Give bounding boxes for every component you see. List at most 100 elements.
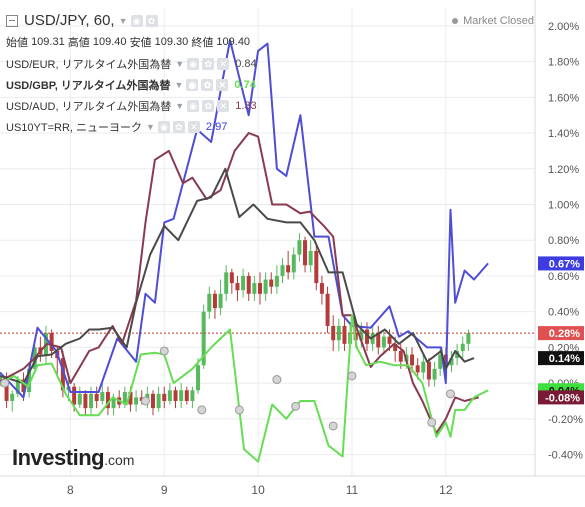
- candle-body: [212, 293, 217, 309]
- legend-usdgbp-name: USD/GBP, リアルタイム外国為替: [6, 80, 171, 92]
- candle-body: [308, 250, 313, 266]
- candle-body: [184, 390, 189, 401]
- candle-body: [128, 392, 133, 405]
- candle-body: [387, 336, 392, 344]
- legend-us10y-value: 2.97: [205, 121, 228, 133]
- candle-body: [269, 279, 274, 287]
- candle-body: [167, 390, 172, 401]
- candle-body: [134, 397, 139, 405]
- candle-body: [342, 325, 347, 344]
- legend-usdeur-close-icon[interactable]: ✕: [217, 58, 230, 70]
- collapse-icon[interactable]: [6, 14, 18, 27]
- legend-usdaud-menu-icon[interactable]: ▼: [175, 101, 185, 111]
- legend-usdgbp-value: 0.74: [234, 79, 256, 91]
- candle-body: [460, 343, 465, 351]
- legend-usdeur-menu-icon[interactable]: ▼: [175, 59, 185, 69]
- candle-body: [274, 275, 279, 287]
- event-marker: [446, 389, 456, 399]
- legend-us10y-eye-icon[interactable]: ◉: [157, 121, 170, 133]
- event-marker: [347, 371, 357, 381]
- last-value-label: 0.28%: [549, 328, 580, 340]
- candle-body: [162, 393, 167, 401]
- candle-body: [297, 240, 302, 255]
- candle-body: [156, 393, 161, 409]
- status-dot-icon: [452, 18, 459, 24]
- candle-body: [218, 293, 223, 309]
- ohlc-high-value: 109.40: [92, 36, 127, 48]
- brand-logo-suffix: .com: [104, 452, 135, 468]
- candle-body: [359, 329, 364, 341]
- candle-body: [410, 354, 415, 366]
- y-tick-label: 1.20%: [548, 164, 579, 176]
- candle-body: [27, 368, 32, 393]
- legend-usdeur-eye-icon[interactable]: ◉: [187, 58, 200, 70]
- candle-body: [235, 283, 240, 291]
- symbol-menu-icon[interactable]: ▼: [118, 15, 128, 26]
- x-tick-label: 11: [346, 483, 359, 497]
- legend-usdgbp-close-icon[interactable]: ✕: [216, 79, 229, 91]
- legend-usdaud-eye-icon[interactable]: ◉: [187, 100, 200, 112]
- legend-us10y-name: US10YT=RR, ニューヨーク: [6, 122, 142, 134]
- legend-us10y-menu-icon[interactable]: ▼: [146, 122, 155, 132]
- last-value-badge: [538, 351, 584, 366]
- ohlc-low-label: 安値: [129, 37, 152, 49]
- us10y-line: [0, 39, 489, 399]
- candle-body: [415, 365, 420, 373]
- candle-body: [207, 293, 212, 312]
- event-marker: [427, 417, 437, 427]
- x-tick-label: 10: [251, 483, 265, 497]
- legend-usdaud-close-icon[interactable]: ✕: [217, 100, 230, 112]
- event-marker: [272, 375, 282, 385]
- candle-body: [83, 393, 88, 409]
- event-marker: [197, 405, 207, 415]
- candle-body: [364, 329, 369, 344]
- y-tick-label: 0.80%: [548, 235, 579, 247]
- event-marker: [234, 405, 244, 415]
- candle-body: [246, 275, 251, 294]
- ohlc-open-value: 109.31: [31, 36, 65, 48]
- market-status: Market Closed: [463, 15, 534, 27]
- candle-body: [319, 283, 324, 294]
- candle-body: [224, 272, 229, 294]
- gear-icon[interactable]: ✿: [145, 14, 158, 27]
- candle-body: [291, 254, 296, 273]
- candle-body: [201, 311, 206, 366]
- legend-usdaud-name: USD/AUD, リアルタイム外国為替: [6, 101, 172, 113]
- candle-body: [257, 283, 262, 294]
- legend-usdeur-name: USD/EUR, リアルタイム外国為替: [6, 59, 172, 71]
- candle-body: [421, 361, 426, 373]
- candle-body: [89, 393, 94, 409]
- legend-usdgbp-menu-icon[interactable]: ▼: [174, 80, 184, 90]
- candle-body: [0, 375, 2, 380]
- legend-usdeur-gear-icon[interactable]: ✿: [202, 58, 215, 70]
- candle-body: [325, 293, 330, 326]
- legend-usdgbp-gear-icon[interactable]: ✿: [201, 79, 214, 91]
- candle-body: [241, 275, 246, 291]
- candle-body: [173, 390, 178, 401]
- candle-body: [286, 265, 291, 273]
- eye-icon[interactable]: ◉: [130, 14, 143, 27]
- ohlc-close-label: 終値: [191, 37, 214, 49]
- candle-body: [94, 393, 99, 401]
- y-tick-label: -0.40%: [548, 450, 583, 462]
- legend-usdaud-gear-icon[interactable]: ✿: [202, 100, 215, 112]
- candle-body: [100, 392, 105, 401]
- symbol-title: USD/JPY, 60,: [24, 12, 115, 29]
- candle-body: [105, 392, 110, 409]
- event-marker: [140, 396, 150, 406]
- y-tick-label: 1.00%: [548, 199, 579, 211]
- legend-usdeur-value: 0.84: [235, 58, 257, 70]
- candle-body: [449, 358, 454, 366]
- last-value-label: 0.67%: [549, 258, 580, 270]
- usdeur-line: [0, 167, 475, 385]
- legend-us10y-gear-icon[interactable]: ✿: [172, 121, 185, 133]
- legend-us10y-close-icon[interactable]: ✕: [187, 121, 200, 133]
- legend-usdgbp-eye-icon[interactable]: ◉: [186, 79, 199, 91]
- candle-body: [150, 393, 155, 409]
- candle-body: [280, 265, 285, 276]
- candle-body: [4, 375, 9, 401]
- candle-body: [49, 333, 54, 351]
- y-tick-label: 0.60%: [548, 271, 579, 283]
- candle-body: [72, 386, 77, 405]
